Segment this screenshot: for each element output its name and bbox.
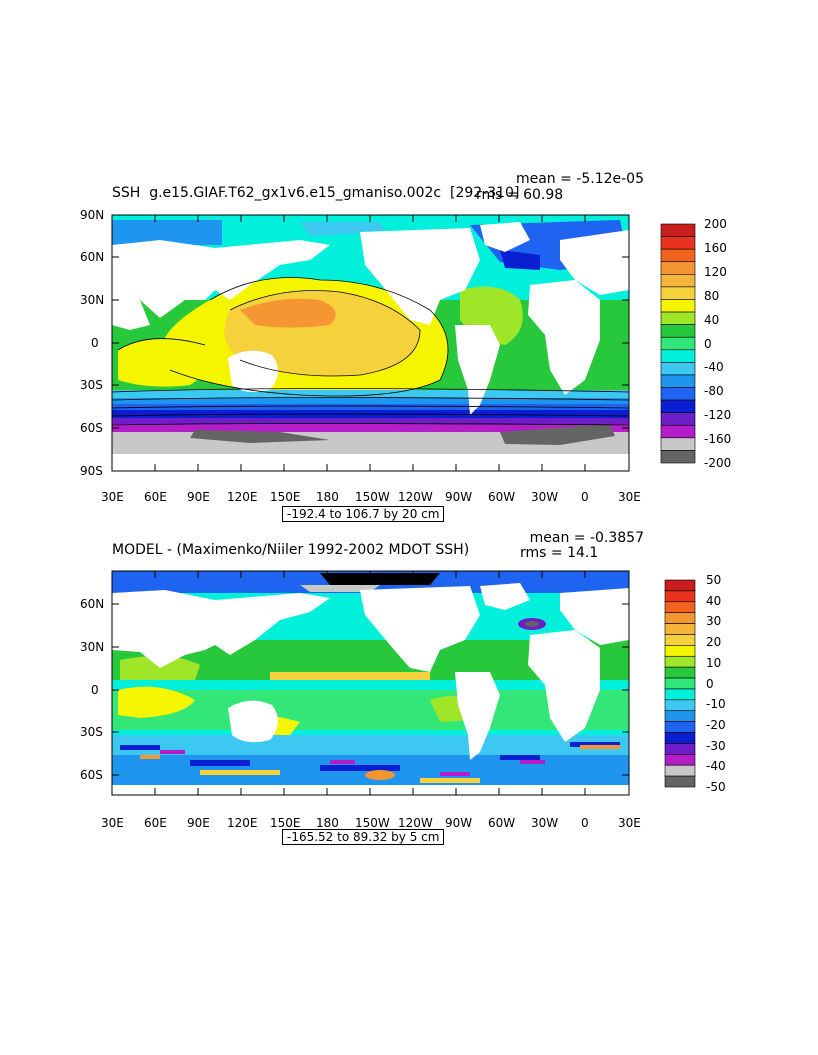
panel-title: SSH g.e15.GIAF.T62_gx1v6.e15_gmaniso.002… [112, 185, 520, 201]
colorbar-swatch [664, 634, 696, 646]
colorbar-swatch [664, 688, 696, 701]
colorbar-swatch [664, 655, 696, 668]
colorbar-label: -200 [704, 456, 732, 470]
colorbar-swatch [664, 732, 696, 744]
lon-label: 60E [144, 490, 167, 504]
colorbar-label: 40 [706, 593, 722, 608]
lon-label: 0 [581, 816, 589, 830]
map-ticks [112, 571, 629, 795]
colorbar-label: -40 [704, 360, 724, 375]
colorbar-label: -10 [706, 697, 726, 712]
colorbar-swatch [664, 743, 696, 755]
lon-label: 30E [618, 816, 641, 830]
colorbar-swatch [664, 645, 696, 657]
colorbar-swatch [664, 666, 696, 679]
lon-label: 120E [227, 490, 258, 504]
colorbar-label: -120 [704, 408, 732, 423]
colorbar-swatch [664, 775, 696, 788]
lon-label: 60W [488, 816, 516, 830]
lon-label: 120W [398, 816, 433, 830]
rms-readout: rms = 14.1 [520, 545, 599, 561]
lon-label: 30E [101, 816, 124, 830]
colorbar-swatch [664, 677, 696, 690]
colorbar-label: -80 [704, 384, 724, 399]
colorbar-label: 120 [704, 264, 727, 279]
colorbar-swatch [664, 579, 696, 592]
lon-label: 60E [144, 816, 167, 830]
colorbar-swatch [664, 590, 696, 603]
colorbar-label: 40 [704, 312, 720, 327]
lat-label: 60N [80, 250, 105, 264]
map-ticks [112, 214, 629, 472]
mean-readout: mean = -0.3857 [529, 530, 644, 546]
mean-readout: mean = -5.12e-05 [515, 171, 644, 187]
lat-label: 30N [80, 640, 105, 654]
lon-label: 30W [531, 816, 559, 830]
colorbar-label: -30 [706, 738, 726, 753]
colorbar-label: 200 [704, 217, 727, 231]
colorbar-label: 80 [704, 288, 720, 303]
lon-label: 30E [618, 490, 641, 504]
lat-label: 30N [80, 293, 105, 307]
lon-label: 0 [581, 490, 589, 504]
lat-label: 90S [80, 464, 103, 478]
colorbar [664, 579, 696, 788]
colorbar-label: 30 [706, 614, 722, 629]
lat-label: 0 [91, 683, 99, 697]
colorbar-label: 50 [706, 573, 722, 587]
colorbar-label: 0 [706, 676, 714, 691]
colorbar [660, 223, 696, 464]
colorbar-swatch [664, 612, 696, 624]
colorbar-label: 20 [706, 635, 722, 650]
colorbar-swatch [664, 710, 696, 722]
lon-label: 120W [398, 490, 433, 504]
lon-label: 150W [355, 490, 390, 504]
colorbar-label: -160 [704, 432, 732, 447]
lon-label: 90W [445, 816, 473, 830]
lon-label: 150W [355, 816, 390, 830]
colorbar-swatch [664, 699, 696, 712]
colorbar-swatch [664, 623, 696, 635]
lon-label: 90E [187, 490, 210, 504]
colorbar-swatch [664, 721, 696, 733]
colorbar-swatch [664, 754, 696, 766]
lon-label: 30W [531, 490, 559, 504]
rms-readout: rms = 60.98 [476, 187, 564, 203]
lat-label: 60S [80, 421, 103, 435]
colorbar-label: -50 [706, 780, 726, 794]
lon-label: 60W [488, 490, 516, 504]
colorbar-label: 10 [706, 655, 722, 670]
lon-label: 180 [316, 490, 339, 504]
colorbar-label: 160 [704, 240, 727, 255]
colorbar-swatch [664, 601, 696, 613]
contour-range-box: -165.52 to 89.32 by 5 cm [282, 829, 445, 845]
lat-label: 0 [91, 336, 99, 350]
lon-label: 90W [445, 490, 473, 504]
lon-label: 150E [270, 490, 301, 504]
lon-label: 180 [316, 816, 339, 830]
lat-label: 30S [80, 378, 103, 392]
colorbar-label: -40 [706, 759, 726, 774]
lon-label: 120E [227, 816, 258, 830]
lat-label: 60S [80, 768, 103, 782]
colorbar-label: 0 [704, 336, 712, 351]
lon-label: 30E [101, 490, 124, 504]
colorbar-swatch [664, 764, 696, 777]
contour-range-box: -192.4 to 106.7 by 20 cm [282, 506, 445, 522]
lat-label: 30S [80, 725, 103, 739]
colorbar-label: -20 [706, 717, 726, 732]
lon-label: 90E [187, 816, 210, 830]
lat-label: 60N [80, 597, 105, 611]
lon-label: 150E [270, 816, 301, 830]
lat-label: 90N [80, 208, 105, 222]
colorbar-swatch [660, 450, 696, 464]
panel-title: MODEL - (Maximenko/Niiler 1992-2002 MDOT… [112, 542, 470, 558]
